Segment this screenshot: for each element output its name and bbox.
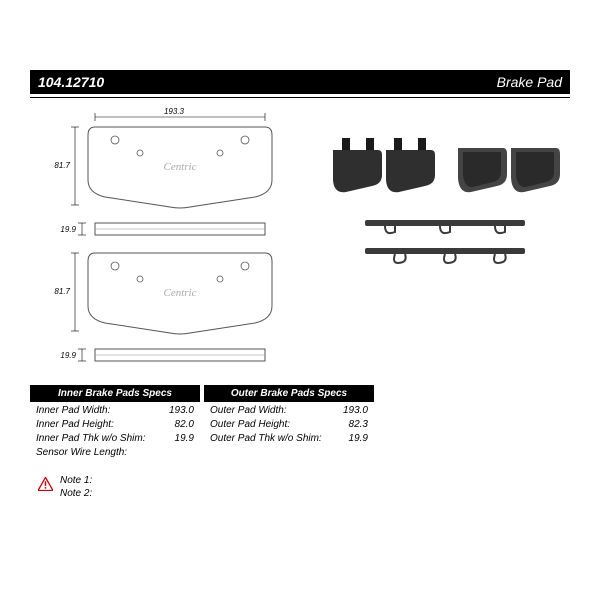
dim-thk-2: 19.9 (60, 351, 76, 360)
pad-photo-front (453, 130, 563, 200)
inner-specs-header: Inner Brake Pads Specs (30, 385, 200, 402)
dim-height-2: 81.7 (54, 287, 70, 296)
table-row: Outer Pad Thk w/o Shim:19.9 (204, 432, 374, 446)
specs-table: Inner Brake Pads Specs Outer Brake Pads … (30, 385, 380, 460)
warning-icon (38, 477, 53, 491)
upper-pad-outline: Centric (88, 127, 272, 208)
lower-pad-outline: Centric (88, 253, 272, 334)
table-row: Inner Pad Height:82.0 (30, 418, 200, 432)
dim-thk-1: 19.9 (60, 225, 76, 234)
header-divider (30, 97, 570, 98)
table-row: Outer Pad Height:82.3 (204, 418, 374, 432)
product-photos (320, 130, 570, 270)
table-row: Inner Pad Width:193.0 (30, 404, 200, 418)
notes: Note 1: Note 2: (60, 475, 92, 501)
svg-text:Centric: Centric (164, 287, 197, 299)
product-type: Brake Pad (497, 74, 562, 90)
header-bar: 104.12710 Brake Pad (30, 70, 570, 94)
hardware-photo (345, 210, 545, 270)
engineering-diagram: 193.3 Centric 81.7 19.9 Centric (40, 105, 300, 380)
dim-height-1: 81.7 (54, 161, 70, 170)
pad-photo-back (328, 130, 438, 200)
table-row: Inner Pad Thk w/o Shim:19.9 (30, 432, 200, 446)
table-row: Sensor Wire Length: (30, 446, 200, 460)
dim-width: 193.3 (164, 107, 185, 116)
note-2: Note 2: (60, 488, 92, 499)
table-row: Outer Pad Width:193.0 (204, 404, 374, 418)
svg-text:Centric: Centric (164, 161, 197, 173)
outer-specs-header: Outer Brake Pads Specs (204, 385, 374, 402)
outer-specs-col: Outer Pad Width:193.0 Outer Pad Height:8… (204, 404, 374, 460)
part-number: 104.12710 (38, 74, 104, 90)
inner-specs-col: Inner Pad Width:193.0 Inner Pad Height:8… (30, 404, 200, 460)
note-1: Note 1: (60, 475, 92, 486)
